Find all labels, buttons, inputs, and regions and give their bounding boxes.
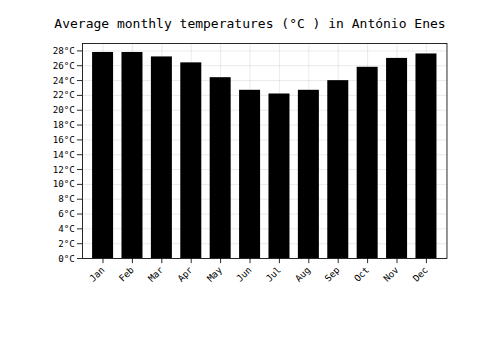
svg-text:Dec: Dec [410, 264, 430, 284]
svg-text:22°C: 22°C [53, 89, 75, 100]
svg-text:Feb: Feb [116, 264, 136, 284]
svg-text:Apr: Apr [175, 264, 195, 284]
svg-text:2°C: 2°C [58, 238, 75, 249]
svg-text:14°C: 14°C [53, 149, 75, 160]
svg-text:Aug: Aug [293, 264, 313, 284]
svg-text:Oct: Oct [352, 264, 372, 284]
svg-text:May: May [205, 264, 225, 284]
svg-text:16°C: 16°C [53, 134, 75, 145]
svg-text:Sep: Sep [322, 264, 342, 284]
svg-text:Nov: Nov [381, 264, 401, 284]
svg-text:28°C: 28°C [53, 45, 75, 56]
svg-text:18°C: 18°C [53, 119, 75, 130]
html-text:Average monthly temperatures (: Average monthly temperatures (°C ) in An… [54, 16, 446, 31]
svg-text:Mar: Mar [146, 264, 166, 284]
svg-text:8°C: 8°C [58, 193, 75, 204]
svg-text:Jul: Jul [263, 264, 283, 284]
svg-text:24°C: 24°C [53, 75, 75, 86]
svg-text:12°C: 12°C [53, 164, 75, 175]
svg-text:Jun: Jun [234, 264, 254, 284]
svg-text:4°C: 4°C [58, 223, 75, 234]
svg-text:Jan: Jan [87, 264, 107, 284]
svg-text:0°C: 0°C [58, 252, 75, 263]
svg-text:26°C: 26°C [53, 60, 75, 71]
svg-text:10°C: 10°C [53, 178, 75, 189]
svg-text:20°C: 20°C [53, 104, 75, 115]
svg-text:6°C: 6°C [58, 208, 75, 219]
